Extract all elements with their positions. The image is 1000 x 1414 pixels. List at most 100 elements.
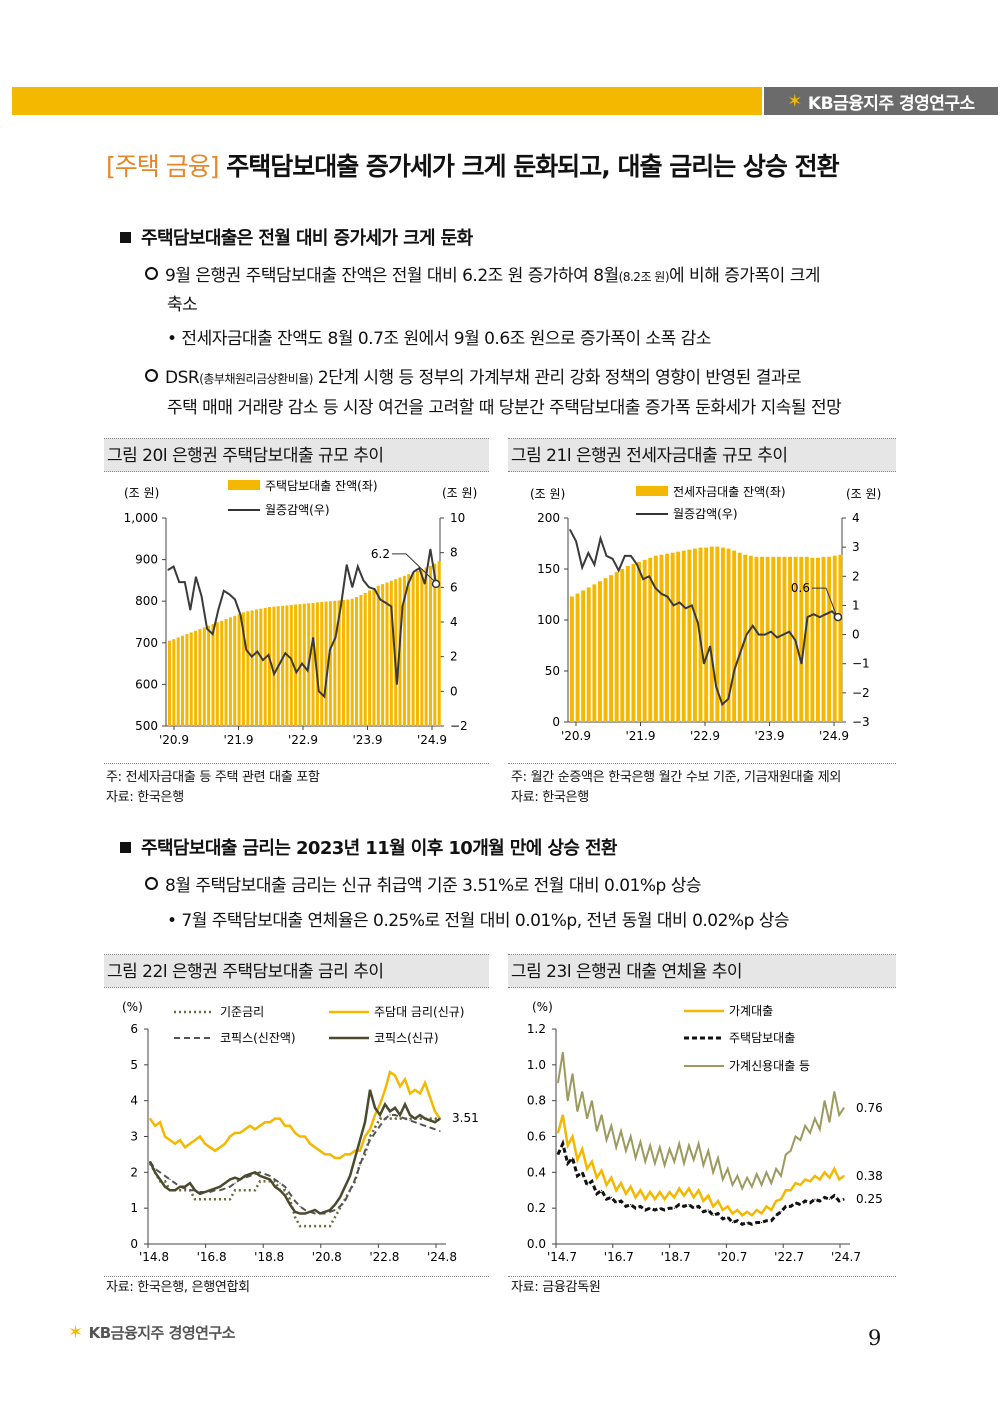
fig20-right-tick-label: 4 bbox=[450, 615, 458, 629]
fig23-mortgage-loan-point bbox=[746, 1221, 748, 1224]
fig23-source: 자료: 금융감독원 bbox=[511, 1280, 601, 1295]
kb-star-icon: ✶ bbox=[787, 90, 802, 112]
fig23-household-loan-point bbox=[722, 1209, 724, 1211]
fig21-x-tick-label: '21.9 bbox=[625, 729, 655, 743]
fig23-household-loan-point bbox=[741, 1214, 743, 1216]
fig22-mortgage-rate-point bbox=[329, 1153, 331, 1155]
fig22-cofix-new-point bbox=[364, 1121, 366, 1123]
fig23-mortgage-loan-point bbox=[562, 1143, 564, 1145]
section2-bullet1: 8월 주택담보대출 금리는 신규 취급액 기준 3.51%로 전월 대비 0.0… bbox=[145, 871, 702, 901]
fig21-change-point bbox=[819, 616, 821, 618]
fig21-bar bbox=[653, 555, 658, 722]
fig21-change-point bbox=[715, 686, 717, 688]
fig22-mortgage-rate-point bbox=[334, 1157, 336, 1159]
fig23-credit-loan-point bbox=[654, 1162, 656, 1164]
fig21-bar bbox=[625, 565, 630, 722]
fig22-mortgage-rate-point bbox=[359, 1150, 361, 1152]
fig23-credit-loan-point bbox=[814, 1118, 816, 1120]
fig22-cofix-new-point bbox=[344, 1186, 346, 1188]
fig23-household-loan-point bbox=[736, 1209, 738, 1211]
fig21-change-point bbox=[825, 613, 827, 615]
section1-bullet2: DSR(총부채원리금상환비율) 2단계 시행 등 정부의 가계부채 관리 강화 … bbox=[145, 363, 802, 394]
fig22-cofix-new-point bbox=[434, 1121, 436, 1123]
fig20-right-tick-label: 2 bbox=[450, 650, 458, 664]
fig20-bar bbox=[176, 637, 180, 726]
fig23-household-loan-point bbox=[630, 1186, 632, 1188]
fig22-mortgage-rate-point bbox=[149, 1118, 151, 1120]
fig23-credit-loan-line bbox=[557, 1052, 845, 1192]
fig21-bar bbox=[648, 557, 653, 722]
fig23-household-loan-point bbox=[731, 1212, 734, 1215]
fig23-mortgage-loan-point bbox=[659, 1207, 661, 1209]
fig22-cofix-balance-line bbox=[149, 1114, 441, 1215]
fig22-cofix-new-point bbox=[399, 1114, 401, 1116]
fig21-change-point bbox=[806, 616, 809, 618]
fig20-bar bbox=[181, 635, 185, 726]
fig20-bar bbox=[294, 604, 298, 726]
fig22-cofix-new-point bbox=[199, 1193, 201, 1195]
fig20-bar bbox=[368, 590, 372, 726]
fig23-mortgage-loan-point bbox=[707, 1209, 709, 1211]
fig20-change-point bbox=[301, 663, 303, 665]
fig20-bar bbox=[402, 575, 406, 726]
fig21-bar bbox=[776, 556, 781, 722]
fig20-bar bbox=[346, 599, 350, 726]
fig22-base-rate-point bbox=[214, 1198, 216, 1200]
fig21-change-point bbox=[575, 540, 577, 542]
fig22-mortgage-rate-point bbox=[229, 1135, 231, 1138]
fig22-cofix-new-point bbox=[189, 1182, 191, 1184]
fig23-legend-credit: 가계신용대출 등 bbox=[729, 1059, 810, 1073]
section1-bullet1-cont: 축소 bbox=[167, 295, 198, 315]
fig21-change-point bbox=[739, 651, 742, 653]
section2-heading: 주택담보대출 금리는 2023년 11월 이후 10개월 만에 상승 전환 bbox=[120, 834, 617, 860]
fig21-right-tick-label: 3 bbox=[852, 540, 860, 554]
fig20-right-tick-label: 8 bbox=[450, 546, 458, 560]
fig23-separator bbox=[508, 1276, 896, 1277]
fig22-mortgage-rate-point bbox=[259, 1125, 261, 1127]
fig23-household-loan-point bbox=[644, 1198, 646, 1200]
fig20-bar bbox=[355, 597, 359, 726]
fig22-cofix-new-point bbox=[209, 1189, 211, 1191]
fig22-cofix-new-point bbox=[164, 1186, 166, 1188]
fig21-change-point bbox=[612, 558, 614, 560]
fig23-credit-loan-point bbox=[571, 1073, 574, 1075]
fig20-legend-bar: 주택담보대출 잔액(좌) bbox=[265, 479, 378, 493]
fig21-bar bbox=[575, 593, 580, 722]
fig20-change-point bbox=[217, 609, 219, 611]
fig20-bar bbox=[228, 617, 232, 726]
fig21-bar bbox=[642, 559, 647, 722]
fig22-legend-mortgage: 주담대 금리(신규) bbox=[374, 1005, 464, 1019]
fig21-annotation: 0.6 bbox=[791, 581, 810, 595]
fig22-mortgage-rate-point bbox=[189, 1143, 191, 1145]
fig20-bar bbox=[324, 601, 328, 726]
fig22-base-rate-point bbox=[434, 1118, 436, 1120]
fig22-title: 그림 22l 은행권 주택담보대출 금리 추이 bbox=[104, 954, 489, 988]
fig23-household-loan-point bbox=[698, 1189, 700, 1191]
fig21-change-point bbox=[794, 639, 796, 641]
fig21-bar bbox=[670, 552, 675, 722]
fig21-bar bbox=[737, 552, 742, 722]
fig22-x-tick-label: '22.8 bbox=[369, 1250, 399, 1264]
fig22-mortgage-rate-point bbox=[339, 1157, 341, 1159]
fig23-credit-loan-point bbox=[562, 1051, 564, 1053]
fig21-bar bbox=[681, 550, 686, 722]
section2-sub1: • 7월 주택담보대출 연체율은 0.25%로 전월 대비 0.01%p, 전년… bbox=[167, 911, 790, 931]
fig23-credit-loan-point bbox=[557, 1082, 559, 1084]
fig21-bar bbox=[581, 590, 586, 722]
fig21-bar bbox=[810, 557, 815, 722]
fig21-change-point bbox=[679, 601, 681, 604]
fig22-mortgage-rate-point bbox=[289, 1125, 291, 1127]
fig23-x-tick-label: '18.7 bbox=[661, 1250, 691, 1264]
fig23-credit-loan-point bbox=[567, 1100, 569, 1102]
fig23-mortgage-loan-point bbox=[591, 1180, 593, 1182]
fig22-x-tick-label: '24.8 bbox=[427, 1250, 457, 1264]
fig23-mortgage-loan-point bbox=[683, 1205, 685, 1207]
fig21-left-tick-label: 100 bbox=[537, 613, 560, 627]
fig22-cofix-new-point bbox=[404, 1103, 406, 1105]
fig22-cofix-new-point bbox=[289, 1204, 291, 1206]
fig23-household-loan-point bbox=[654, 1198, 656, 1200]
fig20-change-point bbox=[390, 605, 392, 607]
fig23-mortgage-loan-point bbox=[654, 1209, 656, 1211]
fig20-bar bbox=[281, 605, 285, 726]
fig20-change-point bbox=[323, 695, 325, 698]
